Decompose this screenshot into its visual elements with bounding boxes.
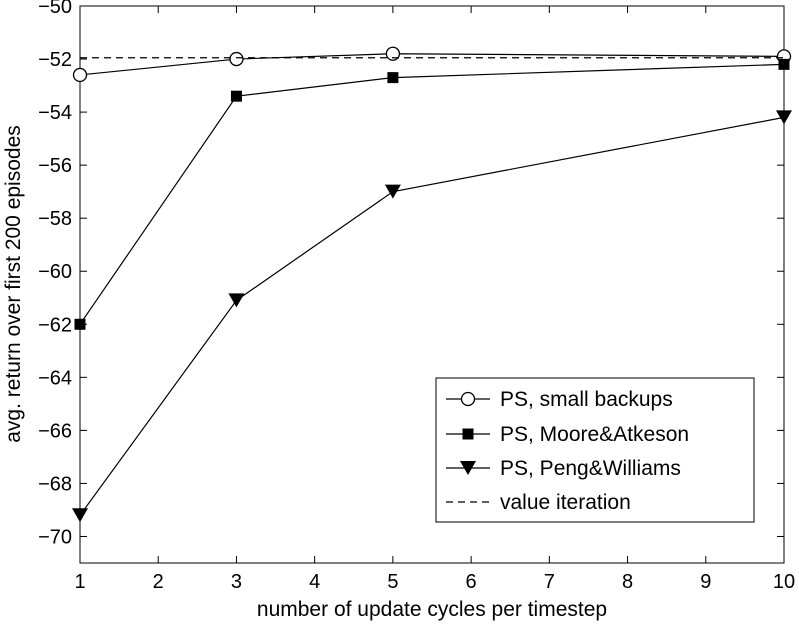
- data-point-series-1: [74, 318, 86, 330]
- axis-ticks: 1 2 3 4 5 6 7 8 9 10 −50 −52 −54 −56 −58 −60 −62 −64 −66 −6…: [38, 0, 795, 593]
- y-tick-label: −64: [38, 367, 72, 389]
- y-tick-label: −60: [38, 261, 72, 283]
- series-line-0: [79, 53, 785, 76]
- data-point-series-1: [387, 72, 399, 84]
- y-tick-label: −54: [38, 102, 72, 124]
- legend-label: value iteration: [500, 491, 631, 514]
- y-tick-label: −50: [38, 0, 72, 18]
- y-tick-label: −70: [38, 526, 72, 548]
- y-tick-label: −58: [38, 208, 72, 230]
- legend-box: [435, 377, 755, 523]
- legend-label: PS, Moore&Atkeson: [500, 423, 689, 446]
- data-point-series-1: [230, 90, 242, 102]
- data-point-series-0: [72, 67, 88, 83]
- legend-label: PS, small backups: [500, 388, 673, 411]
- x-tick-label: 5: [387, 571, 398, 593]
- x-tick-label: 7: [544, 571, 555, 593]
- data-point-series-2: [384, 184, 401, 199]
- y-tick-label: −52: [38, 49, 72, 71]
- x-tick-label: 1: [74, 571, 85, 593]
- data-point-series-2: [72, 508, 88, 523]
- x-tick-label: 2: [153, 571, 164, 593]
- x-tick-label: 4: [309, 571, 320, 593]
- legend-marker: [460, 391, 476, 407]
- y-axis-label: avg. return over first 200 episodes: [2, 125, 25, 443]
- x-tick-label: 6: [466, 571, 477, 593]
- legend: PS, small backups PS, Moore&Atkeson PS, Pe…: [435, 377, 755, 523]
- data-point-series-2: [228, 293, 245, 308]
- y-tick-label: −68: [38, 473, 72, 495]
- legend-label: PS, Peng&Williams: [500, 457, 681, 480]
- x-tick-label: 8: [622, 571, 633, 593]
- x-tick-label: 3: [231, 571, 242, 593]
- series-line-1: [79, 63, 785, 325]
- y-tick-label: −56: [38, 155, 72, 177]
- data-point-series-2: [776, 110, 792, 125]
- data-point-series-1: [778, 58, 790, 70]
- legend-marker: [460, 461, 476, 475]
- series-line-2: [79, 116, 785, 516]
- data-point-series-0: [229, 51, 244, 67]
- data-point-series-0: [385, 46, 401, 61]
- series-layer: [72, 46, 792, 523]
- x-tick-label: 9: [700, 571, 711, 593]
- legend-marker: [462, 428, 474, 440]
- x-tick-label: 10: [773, 571, 795, 593]
- x-axis-label: number of update cycles per timestep: [257, 598, 607, 621]
- y-tick-label: −66: [38, 420, 72, 442]
- y-tick-label: −62: [38, 314, 72, 336]
